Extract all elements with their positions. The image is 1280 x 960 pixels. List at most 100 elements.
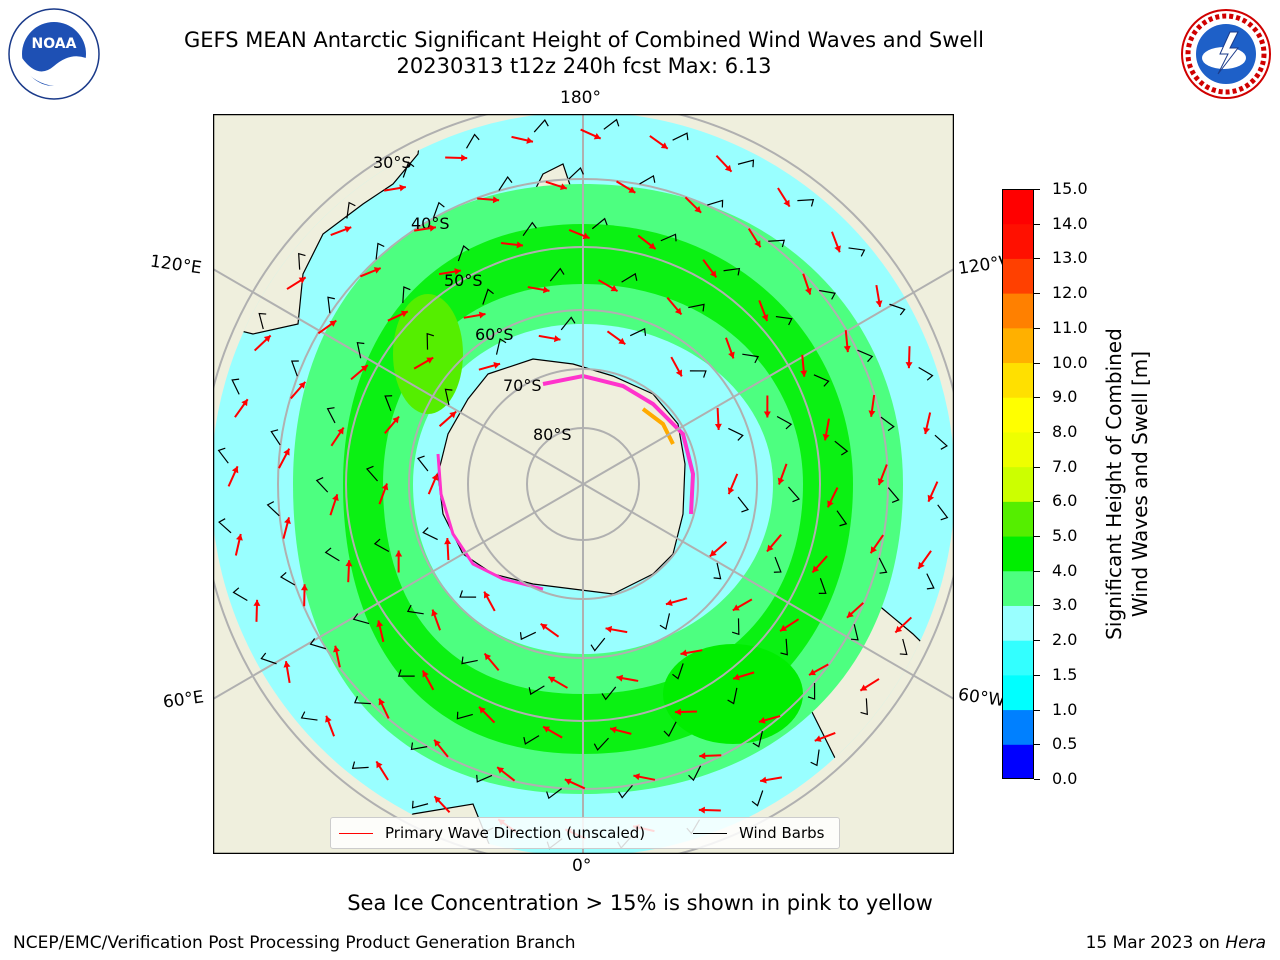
wind-barb	[899, 638, 908, 656]
wind-barb	[768, 239, 786, 248]
wind-barb	[533, 119, 549, 133]
wind-barb	[780, 638, 788, 656]
wave-arrow-head	[680, 649, 688, 657]
wave-arrow-head	[497, 767, 505, 774]
colorbar-tick-label: 14.0	[1052, 213, 1088, 233]
legend-swatch-barbs	[693, 832, 727, 834]
colorbar-bin	[1002, 744, 1034, 779]
colorbar-tick-mark	[1034, 674, 1040, 676]
wave-arrow-head	[540, 623, 548, 631]
wave-arrow-head	[760, 776, 767, 784]
wind-barb	[231, 378, 240, 395]
wind-barb	[878, 557, 888, 574]
colorbar	[1002, 189, 1034, 779]
wave-arrow-head	[843, 345, 851, 353]
wind-barb	[444, 388, 453, 406]
wave-arrow-head	[553, 335, 561, 343]
wind-barb	[476, 774, 493, 783]
wind-barb	[351, 761, 369, 769]
wave-arrow-head	[298, 381, 306, 389]
wave-arrow-head	[449, 411, 457, 419]
map-canvas: 30°S 40°S 50°S 60°S 70°S 80°S	[213, 114, 954, 854]
wave-arrow-head	[283, 448, 290, 456]
wave-arrow-head	[633, 773, 640, 781]
machine-name: Hera	[1225, 933, 1266, 953]
producer-credit: NCEP/EMC/Verification Post Processing Pr…	[13, 933, 576, 953]
wind-barb	[934, 434, 948, 450]
run-date-credit: 15 Mar 2023 on Hera	[1086, 933, 1266, 953]
wind-barb	[737, 159, 755, 168]
wind-barb	[723, 267, 741, 276]
wind-barb	[270, 429, 281, 446]
colorbar-bin	[1002, 674, 1034, 711]
wave-arrow-head	[444, 538, 452, 545]
wind-barb	[848, 247, 866, 257]
wave-arrow-head	[564, 778, 572, 786]
wave-arrow-head	[378, 698, 385, 706]
wind-barbs	[217, 118, 949, 850]
wave-arrow-head	[582, 232, 590, 240]
colorbar-label: Significant Height of Combined Wind Wave…	[1101, 274, 1153, 694]
wave-arrow-head	[732, 604, 740, 611]
colorbar-tick-label: 9.0	[1052, 387, 1078, 407]
wave-arrow-head	[263, 335, 271, 343]
colorbar-tick-mark	[1034, 258, 1040, 260]
wind-barb	[672, 663, 684, 680]
colorbar-bin	[1002, 466, 1034, 502]
wave-arrow-head	[877, 478, 885, 486]
wave-arrow-head	[822, 433, 830, 441]
wave-arrow-head	[479, 706, 486, 714]
wind-barb	[528, 685, 545, 696]
wave-arrow-head	[766, 544, 774, 552]
wind-barb	[346, 201, 356, 219]
wind-barb	[688, 303, 705, 312]
wave-arrow-head	[868, 410, 876, 417]
colorbar-tick-label: 1.5	[1052, 664, 1078, 684]
wave-arrow-head	[616, 674, 624, 682]
wind-barb	[352, 613, 370, 625]
wave-4-5m-patch	[663, 644, 803, 744]
wave-arrow-head	[814, 735, 822, 742]
colorbar-bin	[1002, 258, 1034, 294]
wave-arrow-head	[918, 561, 925, 569]
wind-barb	[742, 353, 760, 364]
wind-barb	[810, 749, 820, 767]
wind-barb	[422, 527, 438, 541]
wave-arrow-head	[461, 154, 468, 162]
wind-barb	[663, 721, 677, 738]
wave-arrow-head	[381, 483, 389, 491]
wind-barb	[731, 618, 740, 636]
wave-arrow-head	[674, 307, 682, 315]
colorbar-bin	[1002, 431, 1034, 468]
wind-barb	[593, 737, 609, 751]
wind-barb	[298, 252, 306, 270]
wind-barb	[373, 538, 390, 553]
wind-barb	[266, 501, 280, 517]
map-legend: Primary Wave Direction (unscaled) Wind B…	[330, 817, 840, 849]
wave-arrow-head	[298, 277, 306, 284]
wave-arrow-head	[236, 534, 243, 541]
colorbar-tick-label: 0.5	[1052, 734, 1078, 754]
wave-arrow-head	[763, 411, 771, 418]
colorbar-bin	[1002, 362, 1034, 398]
wind-barb	[797, 199, 815, 207]
wind-barb	[857, 349, 874, 363]
wind-barb	[737, 496, 750, 513]
wave-arrow-head	[780, 624, 788, 632]
colorbar-tick-label: 0.0	[1052, 769, 1078, 788]
sea-ice-high	[641, 407, 675, 445]
wave-arrow-head	[694, 206, 702, 213]
wave-arrow-head	[777, 477, 785, 485]
run-date: 15 Mar 2023 on	[1085, 933, 1226, 953]
map-title: GEFS MEAN Antarctic Significant Height o…	[183, 28, 985, 52]
wave-arrow-head	[870, 546, 877, 554]
wave-arrow-head	[809, 669, 816, 676]
wind-barb	[618, 784, 633, 799]
colorbar-tick-label: 11.0	[1052, 317, 1088, 337]
colorbar-tick-label: 7.0	[1052, 456, 1078, 476]
wave-arrow-head	[395, 550, 403, 557]
wave-arrow-head	[827, 500, 834, 508]
wave-arrow-head	[648, 242, 656, 250]
wave-arrow-head	[905, 362, 913, 369]
colorbar-bin	[1002, 327, 1034, 364]
